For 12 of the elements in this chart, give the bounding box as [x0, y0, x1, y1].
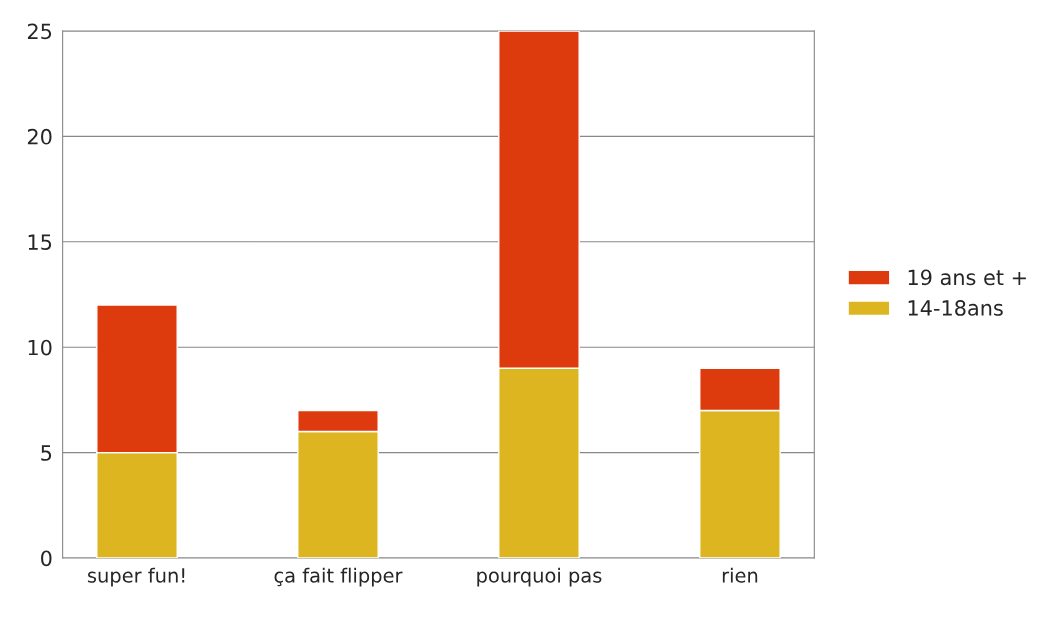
y-tick-label: 10 — [28, 339, 52, 356]
y-tick-label: 15 — [28, 234, 52, 251]
y-tick-label: 0 — [41, 550, 52, 567]
y-tick-label: 5 — [41, 445, 52, 461]
x-tick-label: super fun! — [87, 567, 185, 587]
x-tick-label: pourquoi pas — [477, 567, 602, 587]
y-tick-label: 20 — [27, 128, 52, 145]
x-tick-label: rien — [722, 567, 758, 583]
legend-label: 14-18ans — [908, 300, 1003, 316]
y-tick-label: 25 — [27, 23, 52, 40]
x-tick-label: ça fait flipper — [274, 567, 403, 587]
legend-label: 19 ans et + — [908, 269, 1026, 286]
